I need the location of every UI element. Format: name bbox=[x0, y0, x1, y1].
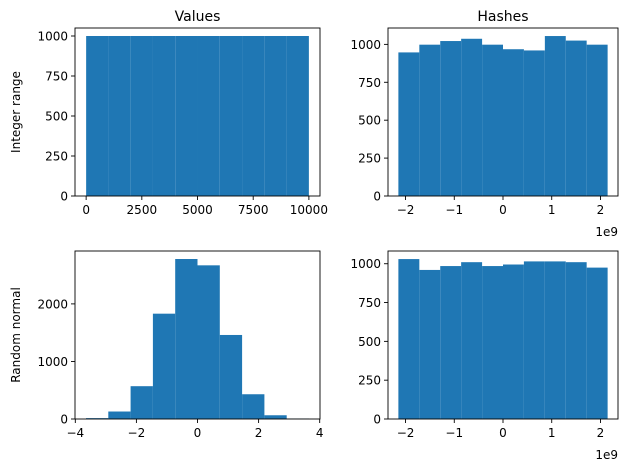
histogram-bar bbox=[286, 36, 309, 196]
y-tick-label: 750 bbox=[358, 76, 381, 90]
x-offset-label: 1e9 bbox=[595, 448, 618, 462]
y-tick-label: 1000 bbox=[350, 38, 381, 52]
x-tick-label: 2500 bbox=[127, 203, 158, 217]
y-tick-label: 750 bbox=[358, 296, 381, 310]
x-tick-label: 2 bbox=[597, 426, 605, 440]
x-tick-label: 0 bbox=[499, 426, 507, 440]
x-tick-label: −2 bbox=[128, 426, 146, 440]
y-tick-label: 500 bbox=[358, 114, 381, 128]
y-tick-label: 0 bbox=[60, 413, 68, 427]
y-axis-label: Random normal bbox=[9, 287, 23, 383]
histogram-bar bbox=[461, 262, 483, 419]
x-tick-label: 1 bbox=[548, 203, 556, 217]
histogram-bar bbox=[482, 44, 503, 197]
histogram-bar bbox=[219, 36, 243, 196]
histogram-bar bbox=[197, 36, 220, 196]
y-tick-label: 1000 bbox=[37, 355, 68, 369]
histogram-bar bbox=[130, 386, 153, 419]
histogram-bar bbox=[219, 334, 243, 419]
histogram-bar bbox=[175, 259, 198, 419]
histogram-bar bbox=[565, 262, 587, 419]
histogram-bar bbox=[586, 44, 608, 197]
histogram-bar bbox=[242, 394, 265, 419]
y-tick-label: 750 bbox=[45, 70, 68, 84]
x-tick-label: 0 bbox=[82, 203, 90, 217]
x-tick-label: 1 bbox=[548, 426, 556, 440]
histogram-bar bbox=[419, 44, 441, 197]
histogram-bar bbox=[152, 36, 176, 196]
y-tick-label: 250 bbox=[358, 152, 381, 166]
y-tick-label: 2000 bbox=[37, 297, 68, 311]
histogram-bar bbox=[197, 265, 220, 419]
histogram-bar bbox=[440, 41, 462, 196]
histogram-bar bbox=[440, 266, 462, 419]
y-tick-label: 500 bbox=[358, 335, 381, 349]
histogram-bar bbox=[523, 261, 545, 419]
x-offset-label: 1e9 bbox=[595, 225, 618, 239]
histogram-bar bbox=[398, 259, 420, 419]
y-tick-label: 0 bbox=[373, 190, 381, 204]
x-tick-label: 0 bbox=[194, 426, 202, 440]
histogram-bar bbox=[264, 415, 287, 419]
x-tick-label: 0 bbox=[499, 203, 507, 217]
x-tick-label: 4 bbox=[316, 426, 324, 440]
histogram-bar bbox=[130, 36, 153, 196]
histogram-bar bbox=[398, 52, 420, 196]
histogram-bar bbox=[482, 266, 503, 419]
histogram-bar bbox=[86, 36, 109, 196]
x-tick-label: −2 bbox=[397, 203, 415, 217]
histogram-bar bbox=[503, 264, 524, 419]
histogram-bar bbox=[461, 38, 483, 196]
y-tick-label: 1000 bbox=[350, 257, 381, 271]
x-tick-label: −4 bbox=[66, 426, 84, 440]
histogram-bar bbox=[419, 269, 441, 419]
histogram-bar bbox=[108, 36, 131, 196]
x-tick-label: 2 bbox=[597, 203, 605, 217]
histogram-bar bbox=[565, 40, 587, 196]
histogram-bar bbox=[242, 36, 265, 196]
chart-title: Values bbox=[175, 9, 221, 25]
x-tick-label: 10000 bbox=[290, 203, 328, 217]
histogram-bar bbox=[523, 50, 545, 196]
y-tick-label: 0 bbox=[373, 413, 381, 427]
histogram-bar bbox=[152, 313, 176, 419]
y-tick-label: 0 bbox=[60, 190, 68, 204]
x-tick-label: −1 bbox=[445, 426, 463, 440]
histogram-bar bbox=[503, 49, 524, 197]
histogram-bar bbox=[264, 36, 287, 196]
y-axis-label: Integer range bbox=[9, 71, 23, 153]
y-tick-label: 250 bbox=[358, 374, 381, 388]
x-tick-label: 5000 bbox=[182, 203, 213, 217]
histogram-bar bbox=[586, 267, 608, 419]
x-tick-label: 2 bbox=[255, 426, 263, 440]
x-tick-label: −1 bbox=[445, 203, 463, 217]
y-tick-label: 500 bbox=[45, 110, 68, 124]
x-tick-label: 7500 bbox=[238, 203, 269, 217]
histogram-bar bbox=[108, 411, 131, 419]
histogram-bar bbox=[544, 36, 566, 196]
y-tick-label: 1000 bbox=[37, 30, 68, 44]
histogram-bar bbox=[175, 36, 198, 196]
x-tick-label: −2 bbox=[397, 426, 415, 440]
y-tick-label: 250 bbox=[45, 150, 68, 164]
histogram-bar bbox=[544, 261, 566, 419]
chart-title: Hashes bbox=[477, 9, 528, 25]
